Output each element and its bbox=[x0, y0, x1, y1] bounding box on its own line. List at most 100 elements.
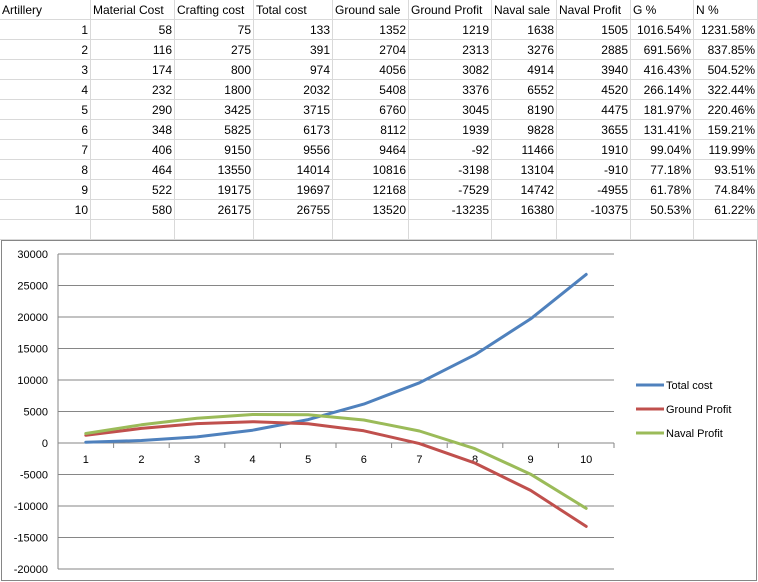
table-cell[interactable]: 2313 bbox=[409, 40, 492, 60]
empty-cell[interactable] bbox=[91, 220, 175, 240]
table-cell[interactable]: 3715 bbox=[254, 100, 333, 120]
table-cell[interactable]: 3082 bbox=[409, 60, 492, 80]
header-cell[interactable]: G % bbox=[631, 0, 694, 20]
table-cell[interactable]: 159.21% bbox=[694, 120, 758, 140]
empty-cell[interactable] bbox=[694, 220, 758, 240]
table-cell[interactable]: 19697 bbox=[254, 180, 333, 200]
table-cell[interactable]: -3198 bbox=[409, 160, 492, 180]
empty-cell[interactable] bbox=[175, 220, 254, 240]
table-cell[interactable]: 9464 bbox=[333, 140, 409, 160]
table-cell[interactable]: 7 bbox=[0, 140, 91, 160]
table-cell[interactable]: 1638 bbox=[492, 20, 557, 40]
table-cell[interactable]: 266.14% bbox=[631, 80, 694, 100]
empty-cell[interactable] bbox=[0, 220, 91, 240]
table-cell[interactable]: 116 bbox=[91, 40, 175, 60]
header-cell[interactable]: Artillery bbox=[0, 0, 91, 20]
table-cell[interactable]: 10 bbox=[0, 200, 91, 220]
table-cell[interactable]: -4955 bbox=[557, 180, 631, 200]
table-cell[interactable]: 837.85% bbox=[694, 40, 758, 60]
table-cell[interactable]: 275 bbox=[175, 40, 254, 60]
table-cell[interactable]: 9150 bbox=[175, 140, 254, 160]
table-cell[interactable]: 6760 bbox=[333, 100, 409, 120]
table-cell[interactable]: 16380 bbox=[492, 200, 557, 220]
table-cell[interactable]: 3376 bbox=[409, 80, 492, 100]
table-cell[interactable]: 464 bbox=[91, 160, 175, 180]
table-cell[interactable]: 9828 bbox=[492, 120, 557, 140]
empty-cell[interactable] bbox=[557, 220, 631, 240]
table-cell[interactable]: 1219 bbox=[409, 20, 492, 40]
header-cell[interactable]: Naval sale bbox=[492, 0, 557, 20]
table-cell[interactable]: 6173 bbox=[254, 120, 333, 140]
table-cell[interactable]: 10816 bbox=[333, 160, 409, 180]
table-cell[interactable]: 6 bbox=[0, 120, 91, 140]
table-cell[interactable]: 4914 bbox=[492, 60, 557, 80]
table-cell[interactable]: 8112 bbox=[333, 120, 409, 140]
table-cell[interactable]: 4056 bbox=[333, 60, 409, 80]
table-cell[interactable]: 19175 bbox=[175, 180, 254, 200]
table-cell[interactable]: 974 bbox=[254, 60, 333, 80]
table-cell[interactable]: 93.51% bbox=[694, 160, 758, 180]
table-cell[interactable]: 61.22% bbox=[694, 200, 758, 220]
table-cell[interactable]: 4 bbox=[0, 80, 91, 100]
table-cell[interactable]: 5825 bbox=[175, 120, 254, 140]
table-cell[interactable]: 3655 bbox=[557, 120, 631, 140]
table-cell[interactable]: 3940 bbox=[557, 60, 631, 80]
table-cell[interactable]: 2 bbox=[0, 40, 91, 60]
table-cell[interactable]: -92 bbox=[409, 140, 492, 160]
table-cell[interactable]: 2885 bbox=[557, 40, 631, 60]
table-cell[interactable]: 1505 bbox=[557, 20, 631, 40]
table-cell[interactable]: 3045 bbox=[409, 100, 492, 120]
table-cell[interactable]: 4520 bbox=[557, 80, 631, 100]
table-cell[interactable]: 2032 bbox=[254, 80, 333, 100]
header-cell[interactable]: Total cost bbox=[254, 0, 333, 20]
table-cell[interactable]: 290 bbox=[91, 100, 175, 120]
table-cell[interactable]: 416.43% bbox=[631, 60, 694, 80]
table-cell[interactable]: 3 bbox=[0, 60, 91, 80]
table-cell[interactable]: -910 bbox=[557, 160, 631, 180]
table-cell[interactable]: 61.78% bbox=[631, 180, 694, 200]
table-cell[interactable]: 14742 bbox=[492, 180, 557, 200]
table-cell[interactable]: 1231.58% bbox=[694, 20, 758, 40]
table-cell[interactable]: 131.41% bbox=[631, 120, 694, 140]
table-cell[interactable]: 2704 bbox=[333, 40, 409, 60]
line-chart[interactable]: 30000 25000 20000 15000 10000 5000 0 -5000 -1000… bbox=[0, 240, 758, 582]
table-cell[interactable]: 391 bbox=[254, 40, 333, 60]
table-cell[interactable]: 8 bbox=[0, 160, 91, 180]
table-cell[interactable]: 1352 bbox=[333, 20, 409, 40]
header-cell[interactable]: Crafting cost bbox=[175, 0, 254, 20]
table-cell[interactable]: 5 bbox=[0, 100, 91, 120]
table-cell[interactable]: 13520 bbox=[333, 200, 409, 220]
table-cell[interactable]: 322.44% bbox=[694, 80, 758, 100]
header-cell[interactable]: Material Cost bbox=[91, 0, 175, 20]
table-cell[interactable]: 1800 bbox=[175, 80, 254, 100]
table-cell[interactable]: 99.04% bbox=[631, 140, 694, 160]
table-cell[interactable]: 133 bbox=[254, 20, 333, 40]
table-cell[interactable]: 6552 bbox=[492, 80, 557, 100]
table-cell[interactable]: 12168 bbox=[333, 180, 409, 200]
table-cell[interactable]: 58 bbox=[91, 20, 175, 40]
table-cell[interactable]: 406 bbox=[91, 140, 175, 160]
table-cell[interactable]: 14014 bbox=[254, 160, 333, 180]
table-cell[interactable]: 348 bbox=[91, 120, 175, 140]
table-cell[interactable]: 691.56% bbox=[631, 40, 694, 60]
table-cell[interactable]: 9556 bbox=[254, 140, 333, 160]
table-cell[interactable]: 8190 bbox=[492, 100, 557, 120]
table-cell[interactable]: 50.53% bbox=[631, 200, 694, 220]
empty-cell[interactable] bbox=[631, 220, 694, 240]
table-cell[interactable]: 11466 bbox=[492, 140, 557, 160]
empty-cell[interactable] bbox=[254, 220, 333, 240]
table-cell[interactable]: -10375 bbox=[557, 200, 631, 220]
header-cell[interactable]: Ground Profit bbox=[409, 0, 492, 20]
empty-cell[interactable] bbox=[409, 220, 492, 240]
table-cell[interactable]: 26175 bbox=[175, 200, 254, 220]
table-cell[interactable]: 3425 bbox=[175, 100, 254, 120]
table-cell[interactable]: 5408 bbox=[333, 80, 409, 100]
table-cell[interactable]: 119.99% bbox=[694, 140, 758, 160]
table-cell[interactable]: 26755 bbox=[254, 200, 333, 220]
table-cell[interactable]: 77.18% bbox=[631, 160, 694, 180]
table-cell[interactable]: 75 bbox=[175, 20, 254, 40]
table-cell[interactable]: -13235 bbox=[409, 200, 492, 220]
table-cell[interactable]: 9 bbox=[0, 180, 91, 200]
table-cell[interactable]: 181.97% bbox=[631, 100, 694, 120]
table-cell[interactable]: 580 bbox=[91, 200, 175, 220]
